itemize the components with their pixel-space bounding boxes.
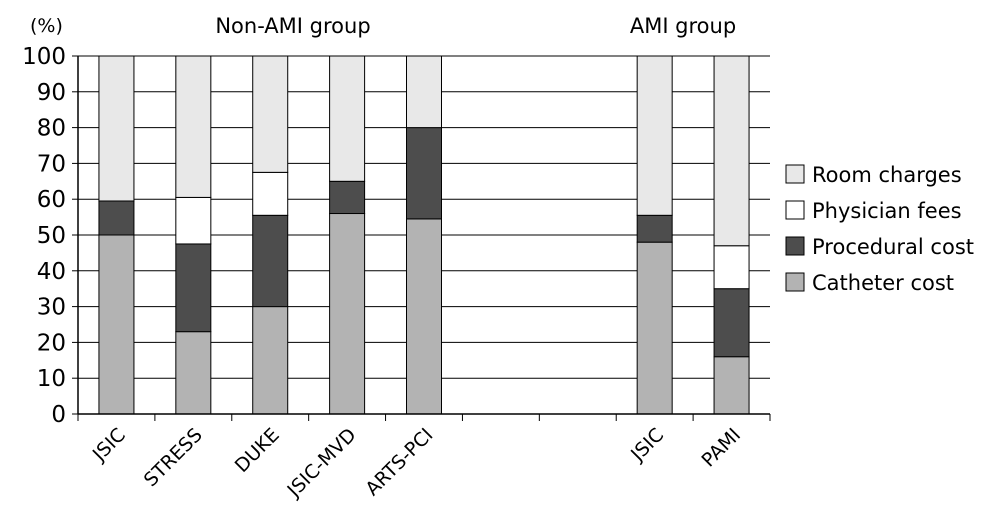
bar-segment (330, 214, 365, 414)
bar-segment (637, 56, 672, 215)
bar-segment (253, 307, 288, 414)
bar-segment (330, 181, 365, 213)
legend-swatch (786, 201, 804, 219)
legend-label: Catheter cost (812, 271, 954, 295)
bar-segment (714, 56, 749, 246)
bar-segment (637, 215, 672, 242)
legend-swatch (786, 273, 804, 291)
x-tick-labels: JSIC STRESS DUKE JSIC-MVD ARTS-PCI JSIC PAMI (88, 424, 745, 502)
x-tick-label: STRESS (140, 424, 207, 491)
bar-segment (253, 56, 288, 172)
bar-segment (176, 332, 211, 414)
y-tick-label: 30 (37, 295, 66, 321)
legend: Room charges Physician fees Procedural cos… (786, 163, 974, 295)
y-tick-label: 70 (37, 151, 66, 177)
y-tick-label: 60 (37, 187, 66, 213)
bar-segment (253, 172, 288, 215)
group-label-ami: AMI group (630, 14, 736, 38)
y-tick-label: 20 (37, 330, 66, 356)
bar-segment (253, 215, 288, 306)
y-tick-label: 100 (22, 44, 66, 70)
x-tick-label: DUKE (231, 424, 284, 477)
x-tick-label: JSIC-MVD (283, 424, 361, 502)
bar-segment (99, 235, 134, 414)
bar-segment (714, 357, 749, 414)
y-tick-label: 0 (51, 402, 66, 428)
bar-segment (407, 128, 442, 219)
bar-segment (176, 197, 211, 244)
bar-segment (714, 289, 749, 357)
x-tick-label: JSIC (88, 424, 130, 466)
y-tick-label: 80 (37, 116, 66, 142)
x-tick-label: ARTS-PCI (361, 424, 437, 500)
bar-segment (407, 219, 442, 414)
x-tick-label: PAMI (698, 424, 746, 472)
legend-label: Room charges (812, 163, 962, 187)
y-tick-labels: 0 10 20 30 40 50 60 70 80 90 100 (22, 44, 66, 428)
legend-label: Procedural cost (812, 235, 974, 259)
bar-segment (330, 56, 365, 181)
y-tick-label: 10 (37, 366, 66, 392)
legend-swatch (786, 237, 804, 255)
y-tick-label: 50 (37, 223, 66, 249)
bar-segment (176, 244, 211, 332)
bar-segment (407, 56, 442, 128)
bar-segment (637, 242, 672, 414)
bar-segment (176, 56, 211, 197)
legend-swatch (786, 165, 804, 183)
group-label-non-ami: Non-AMI group (215, 14, 370, 38)
bar-segment (99, 201, 134, 235)
x-tick-label: JSIC (626, 424, 668, 466)
y-tick-label: 40 (37, 259, 66, 285)
legend-label: Physician fees (812, 199, 962, 223)
bar-segment (99, 56, 134, 201)
bar-segment (714, 246, 749, 289)
bars (99, 56, 749, 414)
y-tick-label: 90 (37, 80, 66, 106)
y-axis-unit-label: (%) (30, 15, 63, 37)
